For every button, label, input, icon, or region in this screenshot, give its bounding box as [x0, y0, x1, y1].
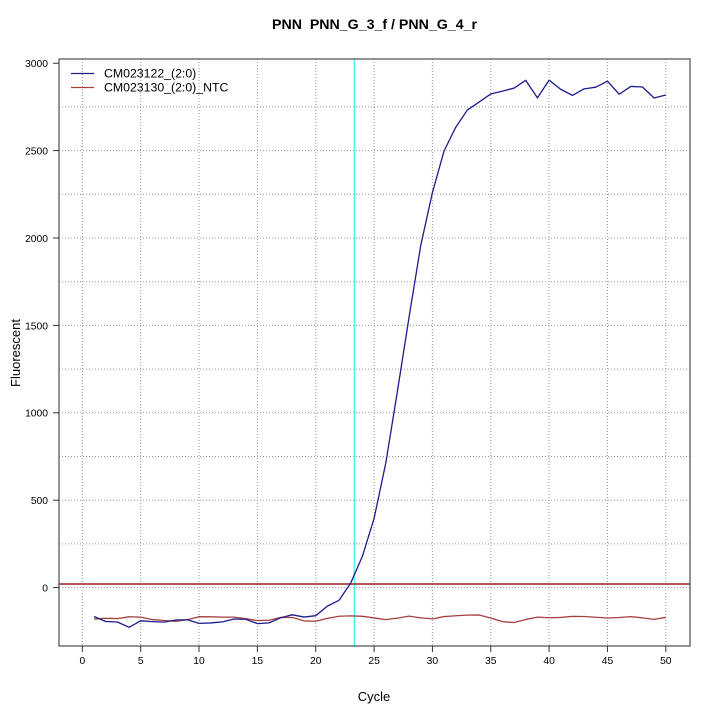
svg-text:25: 25 [368, 656, 380, 667]
svg-text:50: 50 [660, 656, 672, 667]
svg-text:45: 45 [602, 656, 614, 667]
svg-text:CM023130_(2:0)_NTC: CM023130_(2:0)_NTC [104, 81, 229, 95]
svg-text:15: 15 [252, 656, 264, 667]
svg-text:0: 0 [79, 656, 85, 667]
svg-text:2500: 2500 [25, 147, 48, 158]
svg-text:Fluorescent: Fluorescent [8, 319, 23, 387]
svg-text:20: 20 [310, 656, 322, 667]
svg-text:35: 35 [485, 656, 497, 667]
svg-text:0: 0 [42, 584, 48, 595]
svg-text:10: 10 [193, 656, 205, 667]
svg-text:30: 30 [427, 656, 439, 667]
svg-text:5: 5 [138, 656, 144, 667]
svg-text:1500: 1500 [25, 321, 48, 332]
svg-text:1000: 1000 [25, 409, 48, 420]
svg-text:500: 500 [31, 496, 48, 507]
svg-text:CM023122_(2:0): CM023122_(2:0) [104, 67, 196, 81]
svg-text:3000: 3000 [25, 59, 48, 70]
svg-text:2000: 2000 [25, 234, 48, 245]
svg-text:40: 40 [543, 656, 555, 667]
svg-text:Cycle: Cycle [358, 689, 391, 704]
